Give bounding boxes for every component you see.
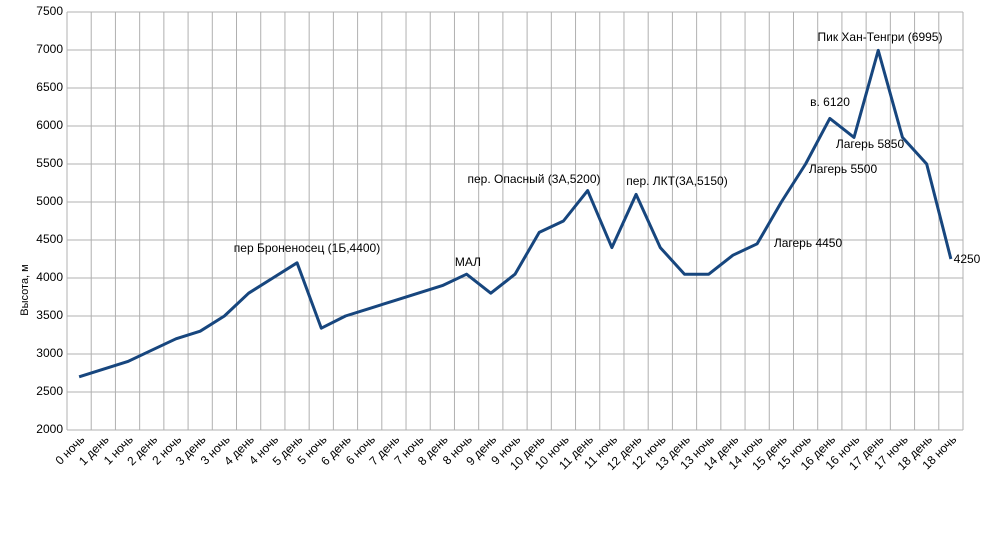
y-tick-label: 6000: [36, 118, 63, 132]
y-tick-label: 2000: [36, 422, 63, 436]
annotation: пер Броненосец (1Б,4400): [234, 241, 380, 255]
y-tick-label: 3500: [36, 308, 63, 322]
y-tick-label: 5000: [36, 194, 63, 208]
y-tick-label: 2500: [36, 384, 63, 398]
y-axis-label: Высота, м: [19, 264, 31, 315]
line: [78, 48, 953, 379]
annotation: в. 6120: [810, 95, 850, 109]
y-tick-label: 4000: [36, 270, 63, 284]
annotation: Пик Хан-Тенгри (6995): [818, 30, 943, 44]
y-tick-label: 5500: [36, 156, 63, 170]
annotation: Лагерь 4450: [774, 236, 843, 250]
y-tick-label: 7500: [36, 4, 63, 18]
annotation: 4250: [954, 252, 981, 266]
annotation: Лагерь 5850: [836, 137, 905, 151]
y-tick-label: 4500: [36, 232, 63, 246]
annotation: пер. ЛКТ(3А,5150): [626, 174, 727, 188]
y-tick-label: 3000: [36, 346, 63, 360]
annotation: пер. Опасный (3А,5200): [467, 172, 600, 186]
y-tick-label: 6500: [36, 80, 63, 94]
y-tick-label: 7000: [36, 42, 63, 56]
annotation: Лагерь 5500: [809, 162, 878, 176]
annotation: МАЛ: [455, 255, 481, 269]
